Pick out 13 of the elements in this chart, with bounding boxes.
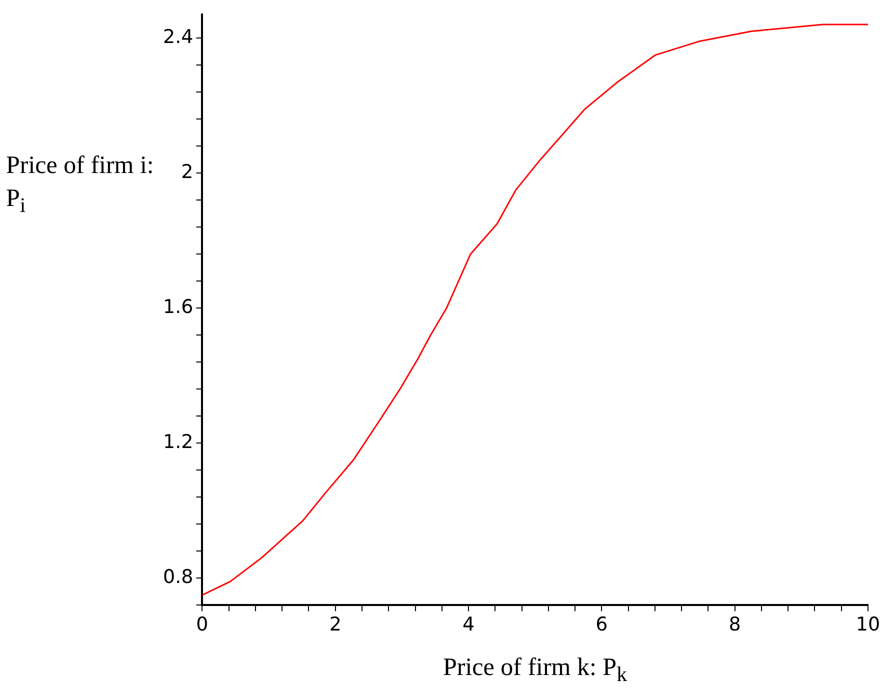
- y-tick-label: 0.8: [163, 566, 194, 588]
- x-tick-label: 0: [196, 614, 208, 636]
- y-tick-label: 2.4: [163, 26, 194, 48]
- x-axis-title: Price of firm k: P$_{k}$: [443, 653, 628, 688]
- y-tick-label: 1.6: [163, 296, 194, 318]
- x-tick-label: 10: [856, 614, 880, 636]
- x-tick-label: 6: [596, 614, 608, 636]
- y-tick-label: 1.2: [163, 431, 194, 454]
- x-tick-label: 8: [728, 614, 741, 636]
- x-tick-label: 4: [462, 614, 475, 636]
- y-axis-title: Price of firm i: P$_{i}$: [6, 151, 155, 218]
- x-tick-label: 2: [329, 614, 342, 636]
- y-tick-label: 2: [181, 161, 194, 184]
